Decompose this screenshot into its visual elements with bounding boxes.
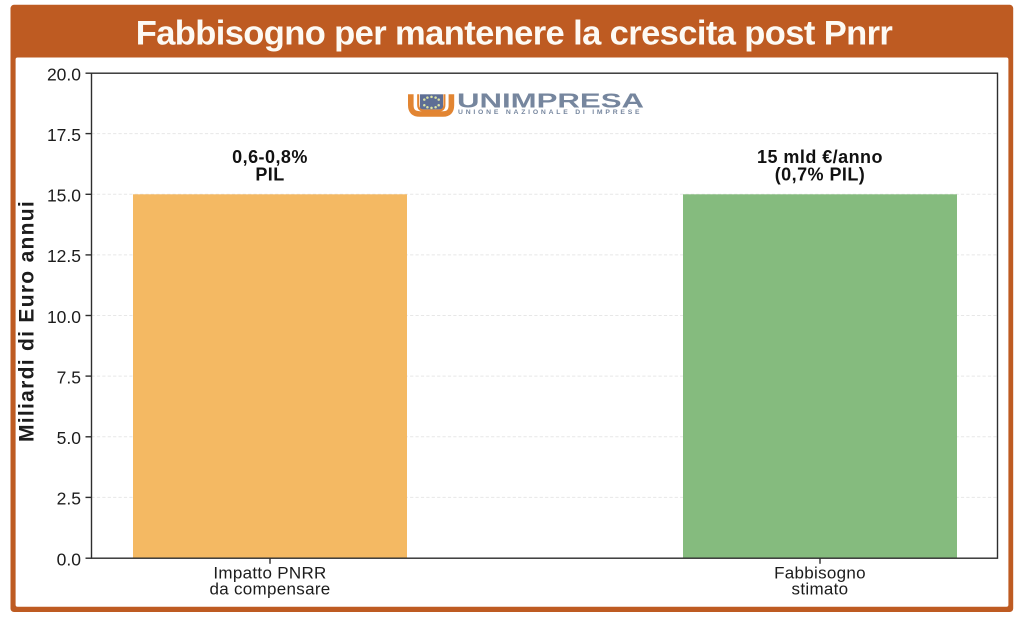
svg-text:0,6-0,8%: 0,6-0,8% <box>232 147 308 167</box>
svg-text:Miliardi di Euro annui: Miliardi di Euro annui <box>16 200 39 442</box>
svg-text:15 mld €/anno: 15 mld €/anno <box>757 147 883 167</box>
svg-text:Fabbisogno per mantenere la cr: Fabbisogno per mantenere la crescita pos… <box>136 15 893 53</box>
svg-text:UNIMPRESA: UNIMPRESA <box>457 90 644 113</box>
svg-text:5.0: 5.0 <box>57 428 82 448</box>
svg-text:20.0: 20.0 <box>47 65 81 85</box>
svg-text:da compensare: da compensare <box>209 580 330 599</box>
svg-text:12.5: 12.5 <box>47 246 81 266</box>
svg-text:17.5: 17.5 <box>47 125 81 145</box>
svg-text:0.0: 0.0 <box>57 550 82 570</box>
svg-text:(0,7% PIL): (0,7% PIL) <box>775 165 866 185</box>
svg-text:PIL: PIL <box>255 165 284 185</box>
svg-text:Fabbisogno: Fabbisogno <box>774 564 866 583</box>
svg-text:Impatto PNRR: Impatto PNRR <box>213 564 326 583</box>
svg-text:10.0: 10.0 <box>47 307 81 327</box>
svg-text:stimato: stimato <box>792 580 849 599</box>
svg-text:UNIONE NAZIONALE DI IMPRESE: UNIONE NAZIONALE DI IMPRESE <box>458 109 643 116</box>
svg-text:15.0: 15.0 <box>47 186 81 206</box>
svg-text:2.5: 2.5 <box>57 489 81 509</box>
svg-text:7.5: 7.5 <box>57 367 81 387</box>
